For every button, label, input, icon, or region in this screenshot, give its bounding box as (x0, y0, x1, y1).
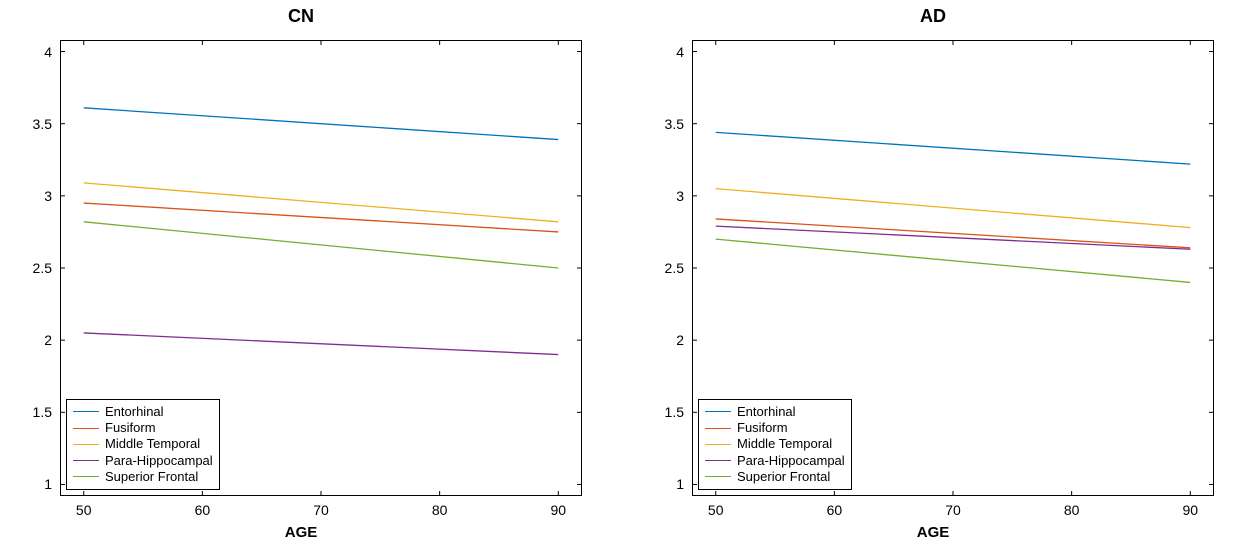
x-tick-label: 50 (708, 502, 724, 518)
y-tick-label: 3.5 (33, 116, 52, 132)
legend-swatch (73, 444, 99, 445)
legend-row: Entorhinal (73, 404, 213, 420)
y-tick-label: 1 (44, 476, 52, 492)
y-tick-label: 1.5 (33, 404, 52, 420)
legend-swatch (705, 411, 731, 412)
plot-area: 506070809011.522.533.54EntorhinalFusifor… (692, 40, 1214, 496)
legend-label: Superior Frontal (737, 469, 830, 485)
y-tick-label: 3.5 (665, 116, 684, 132)
legend-label: Entorhinal (737, 404, 796, 420)
legend-row: Middle Temporal (705, 436, 845, 452)
y-tick-label: 2.5 (33, 260, 52, 276)
y-tick-label: 4 (676, 44, 684, 60)
legend-label: Middle Temporal (105, 436, 200, 452)
legend-swatch (705, 476, 731, 477)
y-tick-label: 1.5 (665, 404, 684, 420)
legend-row: Para-Hippocampal (705, 453, 845, 469)
x-tick-label: 90 (550, 502, 566, 518)
series-line (84, 333, 559, 355)
series-line (716, 219, 1191, 248)
legend-label: Fusiform (105, 420, 156, 436)
y-tick-label: 4 (44, 44, 52, 60)
legend-swatch (73, 428, 99, 429)
y-tick-label: 3 (676, 188, 684, 204)
legend: EntorhinalFusiformMiddle TemporalPara-Hi… (698, 399, 852, 490)
legend-row: Entorhinal (705, 404, 845, 420)
legend-swatch (73, 460, 99, 461)
x-tick-label: 80 (1064, 502, 1080, 518)
legend-row: Superior Frontal (73, 469, 213, 485)
y-tick-label: 2 (676, 332, 684, 348)
legend-swatch (73, 411, 99, 412)
x-tick-label: 60 (195, 502, 211, 518)
legend-label: Entorhinal (105, 404, 164, 420)
series-line (84, 222, 559, 268)
panel-0: CN506070809011.522.533.54EntorhinalFusif… (0, 0, 602, 556)
legend-row: Middle Temporal (73, 436, 213, 452)
legend-swatch (705, 460, 731, 461)
x-tick-label: 50 (76, 502, 92, 518)
x-tick-label: 90 (1182, 502, 1198, 518)
series-line (716, 189, 1191, 228)
legend-row: Fusiform (705, 420, 845, 436)
x-axis-label: AGE (632, 524, 1234, 541)
legend-swatch (705, 428, 731, 429)
x-tick-label: 60 (827, 502, 843, 518)
series-line (716, 132, 1191, 164)
figure: CN506070809011.522.533.54EntorhinalFusif… (0, 0, 1234, 556)
series-line (84, 108, 559, 140)
legend-swatch (705, 444, 731, 445)
legend-swatch (73, 476, 99, 477)
y-tick-label: 3 (44, 188, 52, 204)
legend-label: Superior Frontal (105, 469, 198, 485)
legend-label: Para-Hippocampal (105, 453, 213, 469)
x-axis-label: AGE (0, 524, 602, 541)
legend-label: Para-Hippocampal (737, 453, 845, 469)
legend-label: Middle Temporal (737, 436, 832, 452)
panel-1: AD506070809011.522.533.54EntorhinalFusif… (632, 0, 1234, 556)
y-tick-label: 1 (676, 476, 684, 492)
x-tick-label: 70 (313, 502, 329, 518)
legend: EntorhinalFusiformMiddle TemporalPara-Hi… (66, 399, 220, 490)
legend-row: Superior Frontal (705, 469, 845, 485)
series-line (84, 183, 559, 222)
panel-title: AD (632, 6, 1234, 27)
x-tick-label: 70 (945, 502, 961, 518)
legend-label: Fusiform (737, 420, 788, 436)
series-line (84, 203, 559, 232)
x-tick-label: 80 (432, 502, 448, 518)
y-tick-label: 2.5 (665, 260, 684, 276)
panel-title: CN (0, 6, 602, 27)
legend-row: Fusiform (73, 420, 213, 436)
y-tick-label: 2 (44, 332, 52, 348)
legend-row: Para-Hippocampal (73, 453, 213, 469)
plot-area: 506070809011.522.533.54EntorhinalFusifor… (60, 40, 582, 496)
